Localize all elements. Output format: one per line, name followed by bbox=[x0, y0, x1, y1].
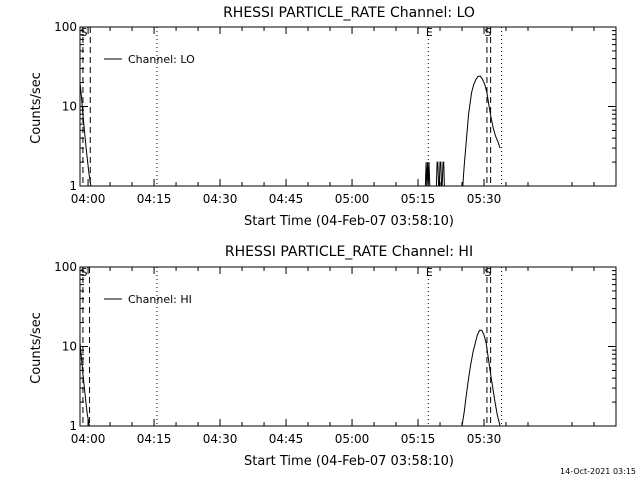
x-tick-label-lo: 04:00 bbox=[71, 192, 106, 206]
generation-timestamp: 14-Oct-2021 03:15 bbox=[560, 467, 636, 476]
event-marker-label-hi: S bbox=[80, 266, 87, 279]
y-tick-label-lo: 10 bbox=[62, 100, 77, 114]
event-marker-label-hi: S bbox=[484, 266, 491, 279]
event-marker-label-lo: S bbox=[484, 26, 491, 39]
y-tick-label-hi: 10 bbox=[62, 340, 77, 354]
x-tick-label-hi: 04:45 bbox=[269, 432, 304, 446]
event-marker-label-lo: S bbox=[80, 26, 87, 39]
y-tick-label-hi: 1 bbox=[69, 419, 77, 433]
chart-title-hi: RHESSI PARTICLE_RATE Channel: HI bbox=[225, 244, 473, 260]
series-line-lo bbox=[462, 75, 501, 187]
panel-hi: RHESSI PARTICLE_RATE Channel: HI Start T… bbox=[29, 244, 473, 469]
legend-lo: Channel: LO bbox=[104, 53, 195, 66]
series-line-hi bbox=[79, 343, 90, 427]
plot-frame-lo bbox=[79, 26, 617, 187]
series-line-lo bbox=[424, 162, 431, 187]
legend-label-lo: Channel: LO bbox=[128, 53, 195, 66]
series-line-lo bbox=[435, 161, 446, 187]
x-axis-label-hi: Start Time (04-Feb-07 03:58:10) bbox=[244, 454, 454, 469]
x-tick-label-lo: 05:00 bbox=[335, 192, 370, 206]
plot-frame-hi bbox=[79, 266, 617, 427]
event-marker-label-lo: E bbox=[426, 26, 433, 39]
x-tick-label-hi: 05:15 bbox=[401, 432, 436, 446]
x-tick-label-hi: 05:30 bbox=[467, 432, 502, 446]
series-line-hi bbox=[461, 329, 501, 427]
y-tick-label-hi: 100 bbox=[54, 260, 77, 274]
x-tick-label-lo: 04:15 bbox=[137, 192, 172, 206]
x-tick-label-lo: 05:30 bbox=[467, 192, 502, 206]
y-tick-label-lo: 1 bbox=[69, 179, 77, 193]
x-tick-label-lo: 04:30 bbox=[203, 192, 238, 206]
x-tick-label-lo: 05:15 bbox=[401, 192, 436, 206]
y-tick-label-lo: 100 bbox=[54, 20, 77, 34]
x-tick-label-hi: 04:30 bbox=[203, 432, 238, 446]
event-marker-label-hi: E bbox=[426, 266, 433, 279]
x-tick-label-lo: 04:45 bbox=[269, 192, 304, 206]
y-axis-label-hi: Counts/sec bbox=[29, 312, 44, 384]
panel-lo: RHESSI PARTICLE_RATE Channel: LO Start T… bbox=[29, 5, 475, 229]
x-tick-label-hi: 04:15 bbox=[137, 432, 172, 446]
legend-hi: Channel: HI bbox=[104, 293, 192, 306]
x-tick-label-hi: 04:00 bbox=[71, 432, 106, 446]
y-axis-label-lo: Counts/sec bbox=[29, 72, 44, 144]
legend-label-hi: Channel: HI bbox=[128, 293, 192, 306]
chart-title-lo: RHESSI PARTICLE_RATE Channel: LO bbox=[223, 5, 475, 21]
x-tick-label-hi: 05:00 bbox=[335, 432, 370, 446]
x-axis-label-lo: Start Time (04-Feb-07 03:58:10) bbox=[244, 214, 454, 229]
series-line-lo bbox=[79, 82, 92, 187]
